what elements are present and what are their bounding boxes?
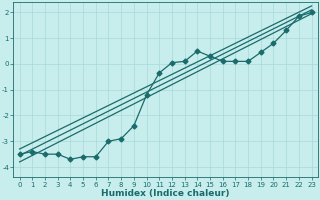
X-axis label: Humidex (Indice chaleur): Humidex (Indice chaleur) — [101, 189, 230, 198]
